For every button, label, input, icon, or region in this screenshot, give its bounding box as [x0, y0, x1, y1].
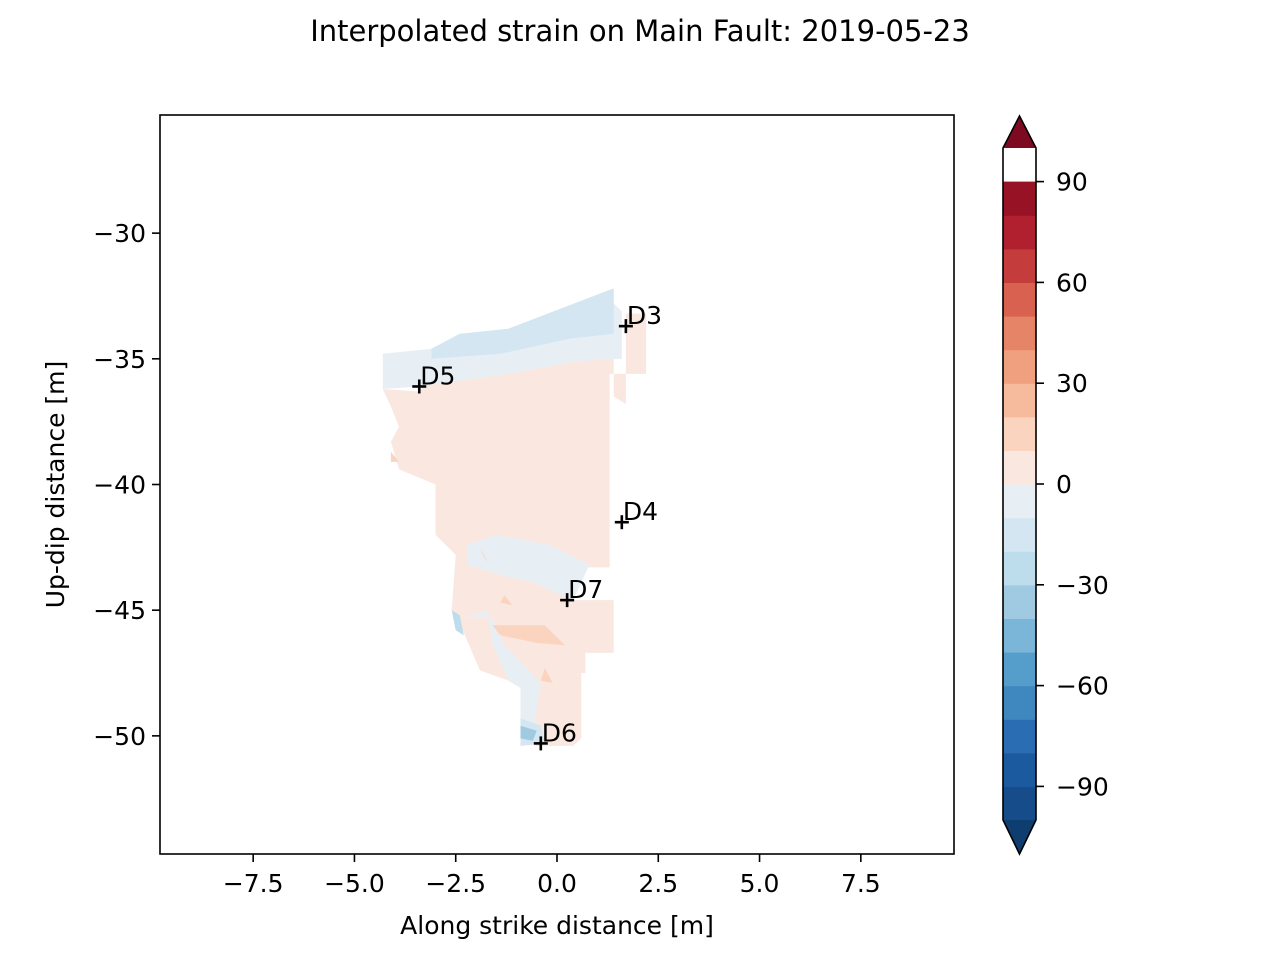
strain-patch — [451, 610, 464, 636]
station-marker — [614, 515, 629, 530]
strain-region — [382, 288, 647, 746]
colorbar-segment — [1003, 215, 1036, 250]
colorbar-segment — [1003, 416, 1036, 451]
strain-patch — [463, 610, 541, 736]
colorbar-segment — [1003, 450, 1036, 485]
y-tick-label: −35 — [93, 345, 146, 374]
colorbar-segment — [1003, 685, 1036, 720]
station-label: D6 — [542, 718, 577, 747]
x-axis-label: Along strike distance [m] — [400, 911, 714, 940]
x-tick-label: 2.5 — [638, 869, 678, 898]
colorbar-segment — [1003, 282, 1036, 317]
y-tick-label: −30 — [93, 219, 146, 248]
colorbar-extend-bottom — [1003, 820, 1036, 854]
colorbar-segment — [1003, 584, 1036, 619]
station-label: D3 — [627, 301, 662, 330]
colorbar-segment — [1003, 484, 1036, 519]
x-tick-label: −5.0 — [324, 869, 385, 898]
colorbar-outline — [1002, 114, 1037, 856]
x-tick-label: −2.5 — [425, 869, 486, 898]
colorbar-segment — [1003, 349, 1036, 384]
colorbar-segment — [1003, 752, 1036, 787]
y-axis-label: Up-dip distance [m] — [41, 361, 70, 609]
chart-title: Interpolated strain on Main Fault: 2019-… — [310, 14, 970, 48]
colorbar-tick-label: 30 — [1056, 369, 1088, 398]
colorbar-segment — [1003, 383, 1036, 418]
colorbar-segment — [1003, 551, 1036, 586]
x-tick-label: 0.0 — [537, 869, 577, 898]
colorbar: 90 60 30 0 −30 −60 −90 — [1002, 114, 1109, 856]
y-axis: −30 −35 −40 −45 −50 — [93, 219, 160, 751]
station-label: D4 — [623, 497, 658, 526]
station-label: D7 — [568, 575, 603, 604]
colorbar-segment — [1003, 517, 1036, 552]
colorbar-segment — [1003, 719, 1036, 754]
x-tick-label: 7.5 — [841, 869, 881, 898]
y-tick-label: −50 — [93, 722, 146, 751]
strain-patch — [390, 451, 399, 462]
colorbar-segment — [1003, 316, 1036, 351]
x-tick-label: −7.5 — [223, 869, 284, 898]
colorbar-tick-label: 0 — [1056, 470, 1072, 499]
colorbar-tick-label: −30 — [1056, 571, 1109, 600]
colorbar-tick-label: −60 — [1056, 672, 1109, 701]
colorbar-segment — [1003, 786, 1036, 821]
x-axis: −7.5 −5.0 −2.5 0.0 2.5 5.0 7.5 — [223, 854, 881, 898]
strain-patch — [492, 625, 566, 646]
colorbar-segment — [1003, 618, 1036, 653]
colorbar-segment — [1003, 181, 1036, 216]
colorbar-tick-label: 90 — [1056, 168, 1088, 197]
strain-patch — [480, 547, 489, 563]
colorbar-segment — [1003, 652, 1036, 687]
colorbar-tick-label: 60 — [1056, 268, 1088, 297]
station-label: D5 — [420, 361, 455, 390]
y-tick-label: −45 — [93, 596, 146, 625]
strain-patch — [467, 534, 590, 601]
strain-patch — [540, 668, 553, 684]
colorbar-tick-label: −90 — [1056, 772, 1109, 801]
strain-patch — [431, 288, 614, 359]
x-tick-label: 5.0 — [740, 869, 780, 898]
stations: D3 D5 D4 D7 D6 — [412, 301, 662, 751]
station-marker — [412, 379, 427, 394]
strain-patch — [520, 725, 537, 741]
station-marker — [560, 593, 575, 608]
station-marker — [533, 736, 548, 751]
y-tick-label: −40 — [93, 471, 146, 500]
colorbar-segment — [1003, 248, 1036, 283]
station-marker — [618, 319, 633, 334]
strain-patch — [500, 595, 513, 606]
strain-field — [382, 288, 647, 746]
colorbar-extend-top — [1003, 116, 1036, 148]
